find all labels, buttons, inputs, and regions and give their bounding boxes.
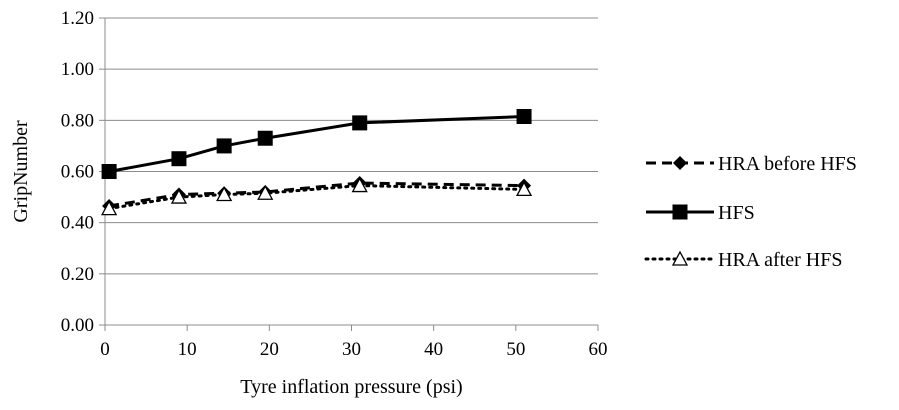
y-tick-label: 0.20 xyxy=(61,264,94,285)
x-axis-title: Tyre inflation pressure (psi) xyxy=(240,376,462,398)
legend-marker xyxy=(671,250,689,266)
axes xyxy=(99,17,599,331)
legend: HRA before HFS HFS HRA after HFS xyxy=(644,153,857,271)
grid-lines xyxy=(105,17,598,275)
x-tick-label: 60 xyxy=(589,339,608,360)
legend-item: HRA before HFS xyxy=(646,153,857,175)
y-tick-labels: 0.00 0.20 0.40 0.60 0.80 1.00 1.20 xyxy=(61,8,94,336)
y-axis-title: GripNumber xyxy=(10,120,32,223)
series-line xyxy=(108,181,525,208)
y-tick-label: 0.40 xyxy=(61,213,94,234)
x-tick-label: 0 xyxy=(100,339,110,360)
data-point xyxy=(216,186,233,202)
legend-marker xyxy=(673,156,687,170)
series-1 xyxy=(101,108,532,179)
y-tick-label: 0.00 xyxy=(61,315,94,336)
data-point xyxy=(216,138,232,154)
x-tick-label: 20 xyxy=(260,339,279,360)
x-tick-label: 50 xyxy=(506,339,525,360)
legend-label: HRA after HFS xyxy=(718,249,842,271)
x-tick-label: 10 xyxy=(178,339,197,360)
legend-label: HFS xyxy=(718,202,755,224)
y-tick-label: 1.00 xyxy=(61,59,94,80)
y-tick-label: 0.60 xyxy=(61,162,94,183)
series-group xyxy=(101,108,533,216)
data-point xyxy=(101,164,117,179)
y-tick-label: 1.20 xyxy=(61,8,94,29)
legend-item: HRA after HFS xyxy=(644,249,842,271)
data-point xyxy=(516,108,532,124)
data-point xyxy=(257,184,274,200)
data-point xyxy=(170,188,188,204)
data-point xyxy=(171,151,187,167)
series-line xyxy=(108,114,525,173)
data-point xyxy=(515,181,533,197)
legend-label: HRA before HFS xyxy=(718,153,857,175)
data-point xyxy=(257,130,273,146)
x-tick-label: 30 xyxy=(342,339,361,360)
x-tick-labels: 0 10 20 30 40 50 60 xyxy=(100,339,607,360)
data-point xyxy=(351,177,368,193)
y-tick-label: 0.80 xyxy=(61,110,94,131)
legend-marker xyxy=(672,204,688,220)
data-point xyxy=(352,115,368,131)
legend-item: HFS xyxy=(646,202,755,224)
series-line xyxy=(107,184,526,211)
series-0 xyxy=(102,176,532,214)
series-2 xyxy=(101,177,533,216)
x-tick-label: 40 xyxy=(424,339,443,360)
data-point xyxy=(101,200,118,216)
